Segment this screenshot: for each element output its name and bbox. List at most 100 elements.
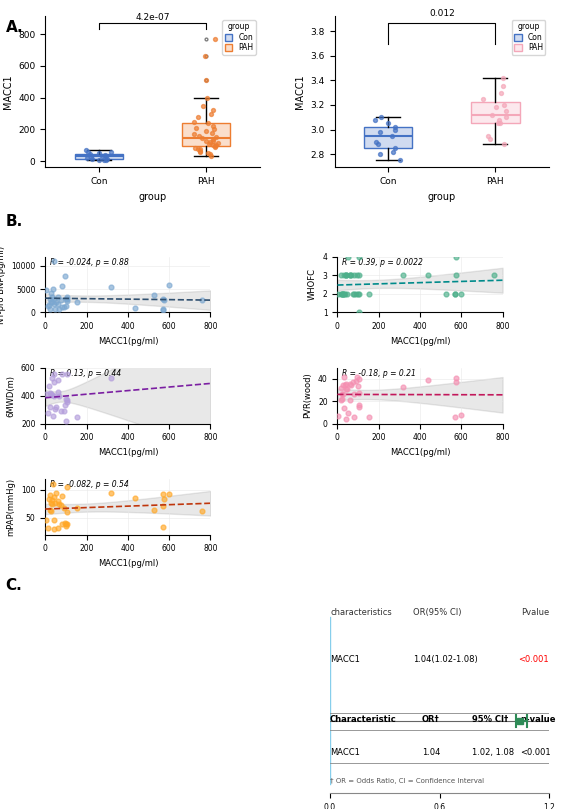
- Point: [451, 250, 460, 263]
- Text: 0.012: 0.012: [429, 9, 454, 19]
- Point: [47, 493, 56, 506]
- Text: 95% CI†: 95% CI†: [473, 715, 509, 724]
- Point: [159, 303, 168, 316]
- Point: [388, 146, 397, 159]
- Point: [211, 140, 220, 153]
- PathPatch shape: [182, 123, 230, 146]
- X-axis label: MACC1(pg/ml): MACC1(pg/ml): [390, 448, 450, 457]
- Point: [53, 373, 62, 386]
- Y-axis label: MACC1: MACC1: [3, 74, 13, 109]
- Point: [48, 410, 57, 423]
- Point: [339, 371, 348, 383]
- Point: [63, 506, 72, 519]
- Point: [352, 287, 361, 300]
- Point: [50, 298, 59, 311]
- Point: [491, 101, 500, 114]
- Point: [48, 478, 57, 491]
- Point: [54, 389, 63, 402]
- Point: [61, 398, 70, 411]
- Point: [50, 402, 59, 415]
- Point: [209, 120, 218, 133]
- Point: [498, 71, 507, 84]
- Point: [344, 407, 353, 420]
- Point: [210, 32, 219, 45]
- Point: [371, 135, 380, 148]
- Point: [354, 400, 363, 413]
- Point: [44, 379, 53, 392]
- Text: p-value: p-value: [521, 715, 556, 724]
- Point: [373, 138, 382, 151]
- Point: [48, 498, 57, 510]
- Point: [98, 150, 107, 163]
- Point: [376, 148, 385, 161]
- Point: [349, 411, 358, 424]
- Point: [451, 375, 460, 388]
- PathPatch shape: [75, 154, 123, 159]
- Point: [199, 100, 208, 112]
- Point: [42, 388, 51, 400]
- Point: [201, 125, 211, 138]
- Point: [57, 279, 66, 292]
- Point: [341, 269, 350, 282]
- Point: [47, 290, 56, 303]
- Text: R = -0.082, p = 0.54: R = -0.082, p = 0.54: [50, 481, 129, 489]
- Point: [202, 91, 211, 104]
- Point: [158, 303, 168, 316]
- Point: [101, 153, 110, 166]
- Point: [451, 287, 460, 300]
- Point: [201, 74, 211, 87]
- Point: [336, 269, 345, 282]
- Text: MACC1: MACC1: [330, 748, 360, 757]
- Point: [57, 498, 66, 511]
- Point: [95, 154, 104, 167]
- Point: [63, 294, 72, 307]
- Y-axis label: NT-pro BNP(pg/ml): NT-pro BNP(pg/ml): [0, 245, 6, 324]
- Point: [159, 294, 168, 307]
- Point: [50, 367, 59, 380]
- Point: [338, 379, 348, 392]
- Point: [338, 287, 348, 300]
- Point: [355, 372, 364, 385]
- Point: [342, 383, 351, 396]
- Point: [62, 393, 71, 406]
- Point: [208, 104, 217, 116]
- Point: [196, 146, 205, 159]
- Point: [344, 250, 353, 263]
- Point: [336, 381, 345, 394]
- Y-axis label: PVR(wood): PVR(wood): [303, 373, 312, 418]
- Point: [345, 269, 354, 282]
- Point: [342, 287, 351, 300]
- Point: [390, 123, 399, 136]
- Point: [106, 486, 115, 499]
- Point: [49, 523, 58, 536]
- Point: [345, 394, 354, 407]
- Point: [349, 287, 358, 300]
- Point: [164, 278, 173, 291]
- Point: [391, 121, 400, 133]
- Legend: Con, PAH: Con, PAH: [222, 20, 256, 55]
- PathPatch shape: [471, 102, 520, 124]
- Point: [164, 487, 173, 500]
- Point: [337, 287, 346, 300]
- Point: [158, 499, 168, 512]
- Point: [340, 401, 349, 414]
- Point: [82, 151, 91, 164]
- Point: [87, 150, 96, 163]
- Point: [493, 117, 502, 130]
- Point: [158, 487, 168, 500]
- Point: [62, 517, 71, 530]
- Point: [52, 400, 61, 413]
- X-axis label: MACC1(pg/ml): MACC1(pg/ml): [97, 559, 158, 568]
- Point: [334, 409, 343, 422]
- Point: [451, 269, 460, 282]
- Point: [72, 295, 81, 308]
- Point: [489, 269, 498, 282]
- Point: [355, 250, 364, 263]
- Point: [53, 494, 62, 507]
- Text: 1.04(1.02-1.08): 1.04(1.02-1.08): [413, 655, 478, 664]
- Point: [336, 394, 345, 407]
- Point: [353, 371, 362, 383]
- Point: [349, 375, 358, 388]
- Text: R = -0.18, p = 0.21: R = -0.18, p = 0.21: [342, 369, 416, 379]
- Point: [496, 87, 505, 100]
